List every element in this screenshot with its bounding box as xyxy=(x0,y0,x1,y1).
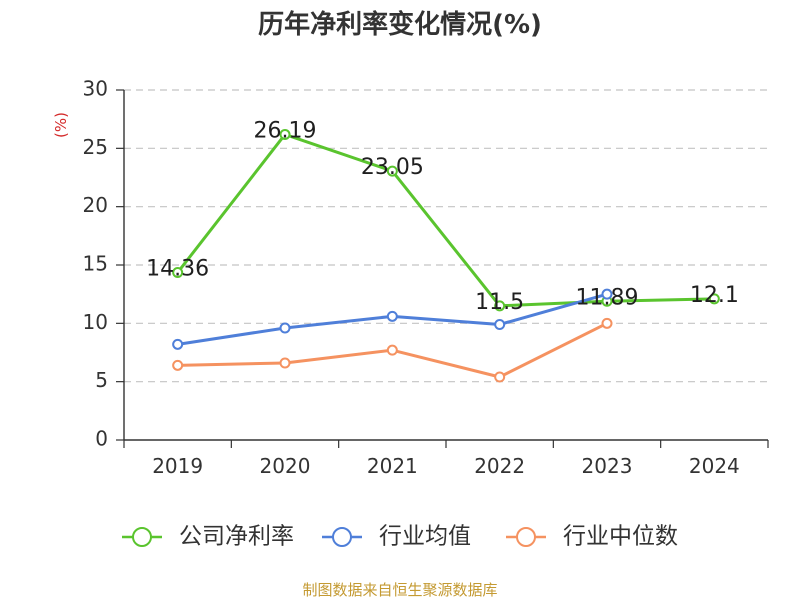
data-point-industry-mean[interactable] xyxy=(279,322,291,334)
data-label-company-net-margin: 12.1 xyxy=(690,283,739,308)
data-point-industry-mean[interactable] xyxy=(172,338,184,350)
data-label-company-net-margin: 11.89 xyxy=(576,285,639,310)
y-tick-label: 20 xyxy=(83,193,108,217)
x-tick-label: 2021 xyxy=(367,454,418,478)
chart-title: 历年净利率变化情况(%) xyxy=(258,9,542,40)
data-point-company-net-margin[interactable] xyxy=(279,128,291,140)
x-tick-label: 2024 xyxy=(689,454,740,478)
legend-label: 公司净利率 xyxy=(179,524,294,550)
data-point-industry-median[interactable] xyxy=(494,371,506,383)
axes: 0 5 10 15 20 25 30 2019 2020 2021 2022 2023 2024 xyxy=(83,77,769,478)
x-tick-label: 2019 xyxy=(152,454,203,478)
data-point-industry-mean[interactable] xyxy=(601,288,613,300)
data-point-industry-median[interactable] xyxy=(279,357,291,369)
x-tick-label: 2020 xyxy=(260,454,311,478)
data-point-industry-median[interactable] xyxy=(386,344,398,356)
data-point-industry-median[interactable] xyxy=(601,317,613,329)
legend-marker-icon xyxy=(332,527,352,547)
data-label-company-net-margin: 23.05 xyxy=(361,155,424,180)
legend: 公司净利率 行业均值 行业中位数 xyxy=(122,524,678,550)
data-point-company-net-margin[interactable] xyxy=(172,266,184,278)
data-point-industry-mean[interactable] xyxy=(494,319,506,330)
data-point-company-net-margin[interactable] xyxy=(494,300,506,312)
legend-marker-icon xyxy=(516,527,536,547)
data-point-company-net-margin[interactable] xyxy=(386,165,398,177)
data-labels: 14.36 26.19 23.05 11.5 11.89 12.1 xyxy=(146,118,739,314)
data-point-industry-mean[interactable] xyxy=(386,310,398,322)
data-label-company-net-margin: 26.19 xyxy=(254,118,317,143)
series-line-company-net-margin xyxy=(176,132,715,308)
data-label-company-net-margin: 11.5 xyxy=(475,290,524,315)
y-tick-label: 5 xyxy=(95,368,108,392)
series-layer xyxy=(172,128,720,383)
legend-item-industry-mean[interactable]: 行业均值 xyxy=(322,524,471,550)
y-tick-label: 10 xyxy=(83,310,108,334)
legend-marker-icon xyxy=(132,527,152,547)
legend-item-company-net-margin[interactable]: 公司净利率 xyxy=(122,524,294,550)
data-source-footer: 制图数据来自恒生聚源数据库 xyxy=(302,581,497,599)
legend-label: 行业均值 xyxy=(379,524,471,550)
data-label-company-net-margin: 14.36 xyxy=(146,256,209,281)
y-axis-label: (%) xyxy=(52,112,70,138)
data-point-industry-median[interactable] xyxy=(172,359,184,371)
y-tick-label: 15 xyxy=(83,252,108,276)
y-tick-label: 25 xyxy=(83,135,108,159)
x-tick-label: 2022 xyxy=(474,454,525,478)
data-point-company-net-margin[interactable] xyxy=(708,293,720,305)
y-tick-label: 0 xyxy=(95,427,108,451)
legend-item-industry-median[interactable]: 行业中位数 xyxy=(506,524,678,550)
y-tick-label: 30 xyxy=(83,77,108,101)
x-tick-label: 2023 xyxy=(582,454,633,478)
legend-label: 行业中位数 xyxy=(563,524,678,550)
